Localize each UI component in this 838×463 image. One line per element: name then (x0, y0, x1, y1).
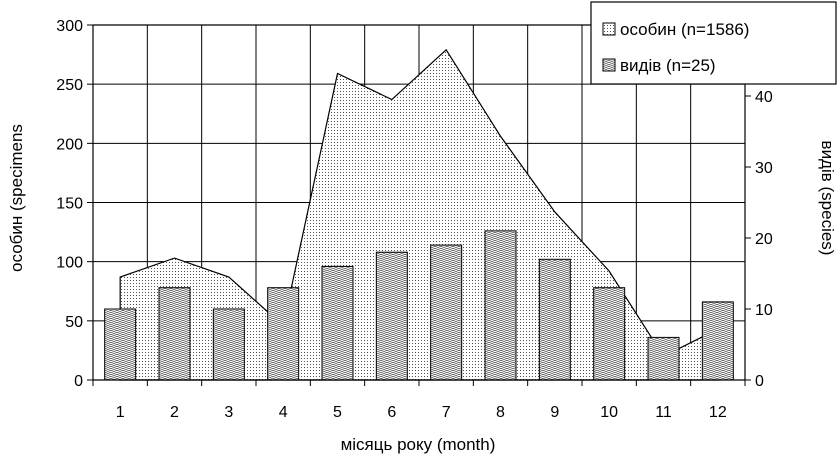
x-tick-label: 8 (496, 404, 505, 421)
legend-label-species: видів (n=25) (620, 56, 716, 75)
bar-layer (104, 230, 734, 381)
left-tick-label: 100 (56, 255, 83, 272)
left-axis: 0 50 100 150 200 250 300 (56, 18, 94, 390)
left-tick-label: 300 (56, 18, 83, 35)
x-tick-label: 12 (709, 404, 727, 421)
x-tick-label: 4 (279, 404, 288, 421)
bar-species (321, 265, 354, 381)
bar-species (375, 251, 408, 381)
right-tick-label: 10 (755, 302, 773, 319)
right-tick-label: 40 (755, 89, 773, 106)
x-axis-title: місяць року (month) (341, 435, 496, 454)
bar-species (158, 287, 191, 381)
y-axis-title: особин (specimens (7, 124, 26, 272)
y2-axis-title: видів (species) (818, 141, 837, 256)
legend-label-specimens: особин (n=1586) (620, 20, 749, 39)
area-layer (119, 48, 719, 381)
right-axis: 0 10 20 30 40 (744, 25, 773, 390)
area-specimens (119, 48, 719, 381)
left-tick-label: 250 (56, 77, 83, 94)
bar-species (104, 308, 137, 381)
bar-species (538, 258, 571, 381)
x-axis: 1 2 3 4 5 6 7 8 9 10 11 12 (92, 380, 746, 421)
x-tick-label: 10 (600, 404, 618, 421)
left-tick-label: 200 (56, 136, 83, 153)
legend-box (590, 1, 837, 85)
x-tick-label: 6 (387, 404, 396, 421)
bar-species (701, 301, 734, 381)
bar-species (484, 230, 517, 381)
legend-swatch-species (602, 58, 616, 72)
x-tick-label: 5 (333, 404, 342, 421)
x-tick-label: 2 (170, 404, 179, 421)
right-tick-label: 30 (755, 160, 773, 177)
x-tick-label: 11 (655, 404, 672, 421)
bar-species (267, 287, 300, 381)
x-tick-label: 1 (116, 404, 125, 421)
x-tick-label: 9 (550, 404, 559, 421)
right-tick-label: 20 (755, 231, 773, 248)
left-tick-label: 50 (65, 314, 83, 331)
bar-species (430, 244, 463, 381)
right-tick-label: 0 (755, 373, 764, 390)
x-tick-label: 3 (224, 404, 233, 421)
bar-species (593, 287, 626, 381)
left-tick-label: 150 (56, 196, 83, 213)
legend: особин (n=1586) видів (n=25) (590, 1, 837, 85)
x-tick-label: 7 (442, 404, 451, 421)
left-tick-label: 0 (74, 373, 83, 390)
legend-swatch-specimens (602, 22, 616, 36)
bar-species (647, 336, 680, 381)
bar-species (212, 308, 245, 381)
